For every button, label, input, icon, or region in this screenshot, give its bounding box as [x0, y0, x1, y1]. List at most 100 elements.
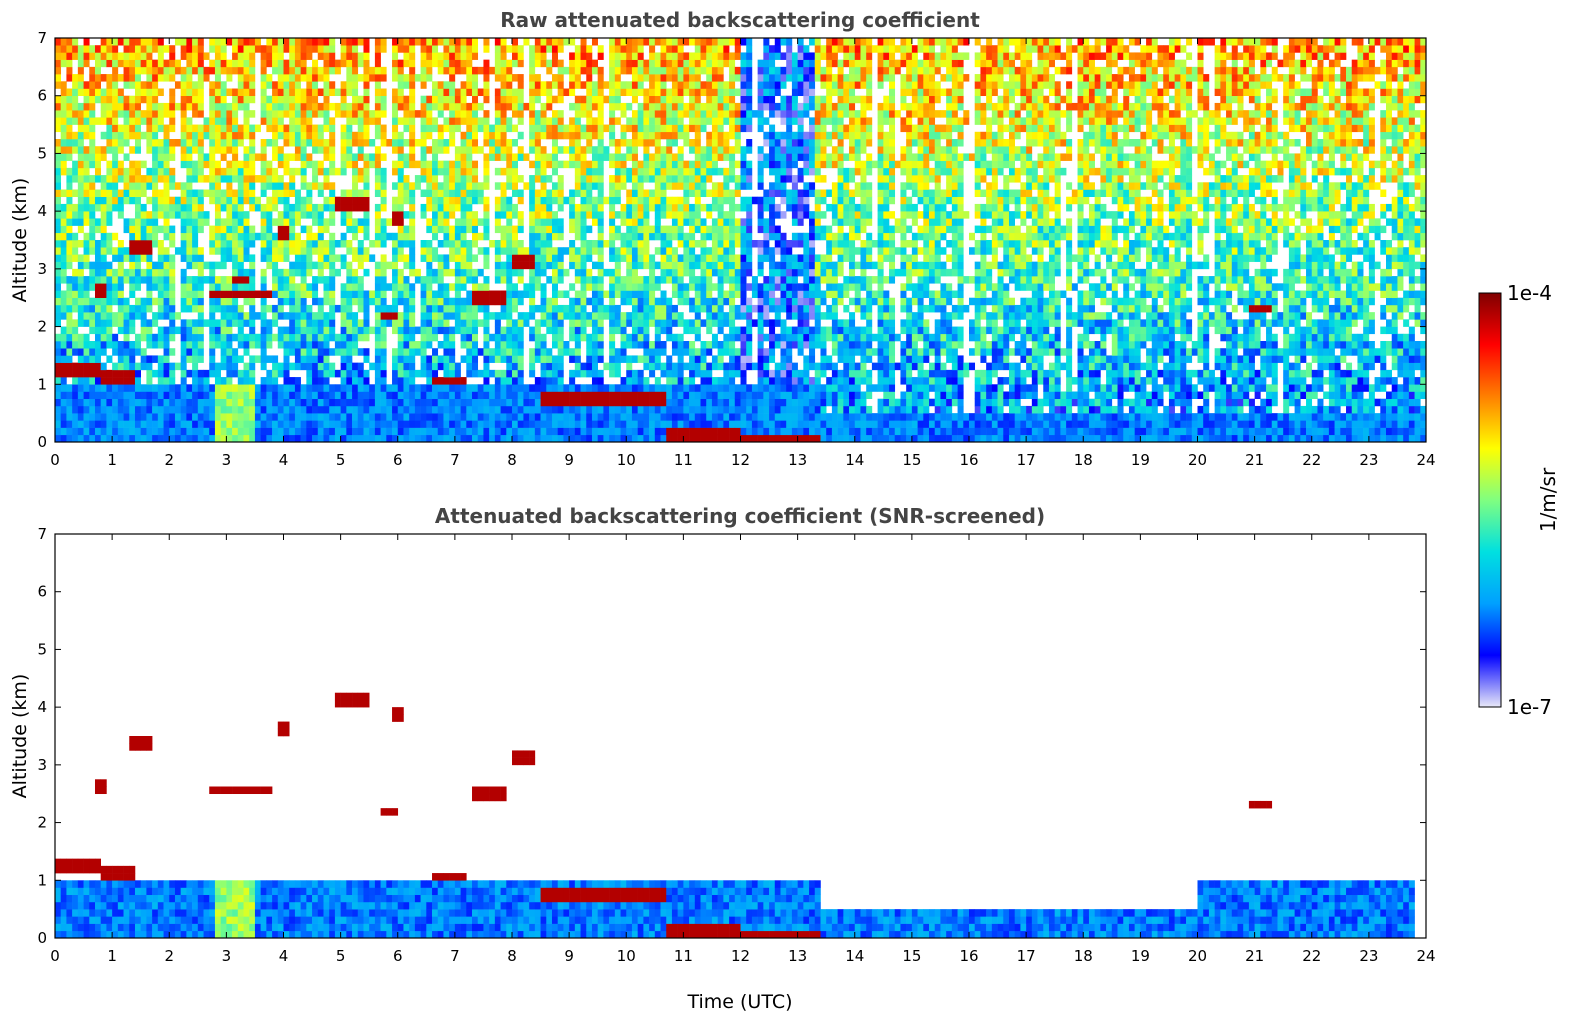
heatmap-cell: [580, 59, 587, 68]
heatmap-cell: [369, 362, 376, 371]
heatmap-cell: [77, 175, 84, 183]
heatmap-cell: [534, 341, 541, 349]
heatmap-cell: [209, 88, 216, 97]
heatmap-cell: [146, 369, 153, 378]
heatmap-cell: [586, 240, 593, 248]
heatmap-cell: [249, 160, 256, 169]
heatmap-cell: [409, 247, 416, 255]
heatmap-cell: [66, 45, 73, 53]
heatmap-cell: [157, 88, 164, 97]
heatmap-cell: [186, 182, 193, 190]
heatmap-cell: [312, 341, 319, 349]
heatmap-cell: [294, 405, 301, 414]
heatmap-cell: [494, 268, 501, 277]
heatmap-cell: [77, 102, 84, 111]
heatmap-cell: [643, 153, 650, 161]
heatmap-cell: [300, 268, 307, 277]
heatmap-cell: [169, 225, 176, 234]
heatmap-cell: [671, 377, 678, 385]
heatmap-cell: [72, 240, 79, 248]
heatmap-cell: [472, 225, 479, 234]
heatmap-cell: [409, 211, 416, 219]
heatmap-cell: [146, 427, 153, 436]
heatmap-cell: [192, 362, 199, 371]
heatmap-cell: [626, 196, 633, 205]
heatmap-cell: [312, 261, 319, 270]
heatmap-cell: [134, 59, 141, 68]
heatmap-cell: [94, 261, 101, 270]
heatmap-cell: [392, 196, 399, 205]
heatmap-cell: [357, 304, 364, 313]
heatmap-cell: [197, 88, 204, 97]
heatmap-cell: [340, 304, 347, 313]
heatmap-cell: [180, 218, 187, 226]
heatmap-cell: [614, 102, 621, 111]
heatmap-cell: [334, 413, 341, 421]
heatmap-cell: [134, 434, 141, 443]
heatmap-cell: [260, 189, 267, 198]
heatmap-cell: [432, 254, 439, 262]
heatmap-cell: [620, 405, 627, 414]
heatmap-cell: [129, 124, 136, 133]
heatmap-cell: [117, 405, 124, 414]
heatmap-cell: [414, 182, 421, 190]
heatmap-cell: [643, 326, 650, 335]
heatmap-cell: [449, 88, 456, 97]
heatmap-cell: [140, 384, 147, 392]
heatmap-cell: [237, 167, 244, 176]
heatmap-cell: [197, 427, 204, 436]
heatmap-cell: [654, 81, 661, 89]
heatmap-cell: [437, 66, 444, 75]
heatmap-cell: [517, 398, 524, 407]
heatmap-cell: [317, 167, 324, 176]
heatmap-cell: [437, 398, 444, 407]
heatmap-cell: [346, 434, 353, 443]
heatmap-cell: [569, 160, 576, 169]
heatmap-cell: [294, 146, 301, 154]
heatmap-cell: [192, 369, 199, 378]
heatmap-cell: [323, 391, 330, 400]
heatmap-cell: [591, 398, 598, 407]
heatmap-cell: [232, 276, 239, 284]
heatmap-cell: [152, 175, 159, 183]
heatmap-cell: [666, 362, 673, 371]
heatmap-cell: [569, 240, 576, 248]
heatmap-cell: [340, 377, 347, 385]
heatmap-cell: [546, 384, 553, 392]
heatmap-cell: [55, 203, 62, 212]
heatmap-cell: [300, 391, 307, 400]
heatmap-cell: [637, 102, 644, 111]
heatmap-cell: [551, 377, 558, 385]
heatmap-cell: [334, 268, 341, 277]
heatmap-cell: [494, 434, 501, 443]
heatmap-cell: [192, 146, 199, 154]
heatmap-cell: [534, 232, 541, 241]
heatmap-cell: [232, 369, 239, 378]
heatmap-cell: [243, 167, 250, 176]
heatmap-cell: [614, 413, 621, 421]
heatmap-cell: [220, 225, 227, 234]
heatmap-cell: [123, 391, 130, 400]
heatmap-cell: [329, 240, 336, 248]
heatmap-cell: [89, 283, 96, 291]
heatmap-cell: [649, 348, 656, 356]
heatmap-cell: [146, 297, 153, 306]
heatmap-cell: [123, 247, 130, 255]
heatmap-cell: [357, 153, 364, 161]
heatmap-cell: [94, 81, 101, 89]
heatmap-cell: [546, 211, 553, 219]
heatmap-cell: [94, 297, 101, 306]
heatmap-cell: [374, 319, 381, 327]
heatmap-cell: [197, 203, 204, 212]
heatmap-cell: [323, 117, 330, 125]
heatmap-cell: [283, 405, 290, 414]
heatmap-cell: [146, 391, 153, 400]
heatmap-cell: [306, 131, 313, 140]
heatmap-cell: [237, 182, 244, 190]
heatmap-cell: [174, 66, 181, 75]
heatmap-cell: [100, 232, 107, 241]
heatmap-cell: [169, 261, 176, 270]
heatmap-cell: [340, 110, 347, 118]
heatmap-cell: [272, 95, 279, 104]
heatmap-cell: [551, 384, 558, 392]
